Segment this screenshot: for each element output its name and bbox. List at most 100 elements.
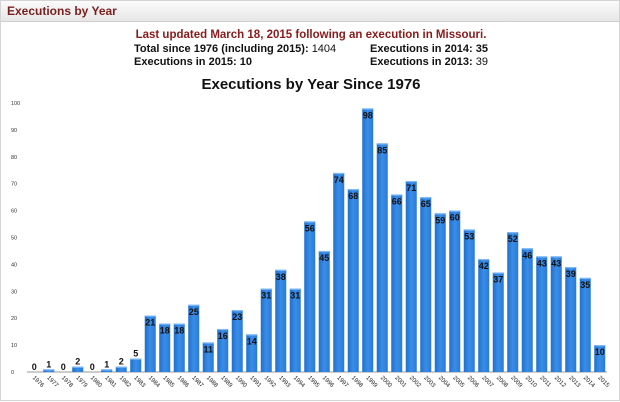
x-tick-label: 2004 — [437, 375, 451, 389]
data-label-2014: 35 — [580, 280, 590, 290]
x-tick-label: 1997 — [335, 375, 349, 389]
bar-highlight-1996 — [318, 250, 330, 253]
x-tick-label: 1989 — [219, 375, 233, 389]
data-label-1998: 68 — [348, 191, 358, 201]
data-label-2012: 43 — [551, 258, 561, 268]
y-tick-label: 0 — [11, 370, 14, 376]
panel-header: Executions by Year — [1, 1, 619, 22]
bar-highlight-1991 — [246, 334, 258, 336]
bar-highlight-2009 — [507, 232, 519, 234]
bar-1979 — [72, 366, 84, 372]
x-tick-label: 1976 — [31, 375, 45, 389]
y-tick-label: 100 — [11, 101, 20, 107]
x-tick-label: 1999 — [364, 375, 378, 389]
x-tick-label: 1985 — [161, 375, 175, 389]
bar-highlight-1999 — [362, 108, 374, 110]
stat-2014: Executions in 2014: 35 — [370, 43, 488, 55]
x-tick-label: 2006 — [466, 375, 480, 389]
data-label-1982: 2 — [119, 357, 124, 367]
x-tick-label: 1980 — [89, 375, 103, 389]
x-tick-label: 2005 — [451, 375, 465, 389]
data-label-1991: 14 — [247, 336, 257, 346]
bar-2011 — [536, 256, 548, 372]
bar-2001 — [391, 194, 403, 372]
x-tick-label: 2011 — [538, 375, 552, 389]
bar-highlight-2002 — [405, 181, 417, 183]
bar-highlight-1998 — [347, 189, 359, 191]
bar-highlight-1984 — [144, 315, 156, 317]
data-label-1996: 45 — [319, 253, 329, 263]
x-tick-label: 1977 — [45, 375, 59, 389]
data-label-2006: 53 — [464, 231, 474, 241]
bar-1985 — [159, 323, 171, 372]
stat-2013: Executions in 2013: 39 — [370, 56, 488, 68]
x-tick-label: 1993 — [277, 375, 291, 389]
x-tick-label: 1984 — [147, 375, 161, 389]
x-tick-label: 2008 — [495, 375, 509, 389]
bar-1981 — [101, 369, 113, 372]
bar-highlight-2004 — [434, 213, 446, 215]
bar-highlight-1995 — [304, 221, 316, 223]
stat-2013-label: Executions in 2013: — [370, 56, 473, 68]
bar-1998 — [347, 189, 359, 372]
stat-2015-value: 10 — [239, 56, 253, 68]
bar-highlight-1989 — [217, 328, 229, 331]
bar-highlight-1982 — [115, 366, 127, 368]
bar-highlight-2010 — [521, 248, 533, 250]
data-label-1992: 31 — [261, 291, 271, 301]
bar-1990 — [231, 310, 243, 372]
x-tick-label: 1988 — [205, 375, 219, 389]
x-tick-label: 2007 — [480, 375, 494, 389]
bar-highlight-2007 — [478, 259, 490, 261]
bar-highlight-1990 — [231, 310, 243, 312]
y-tick-label: 80 — [11, 155, 17, 161]
y-tick-label: 70 — [11, 182, 17, 188]
stat-2013-value: 39 — [475, 56, 489, 68]
data-label-2013: 39 — [566, 269, 576, 279]
bar-1984 — [144, 315, 156, 372]
panel-title: Executions by Year — [7, 4, 117, 18]
bar-highlight-1977 — [43, 369, 55, 371]
data-label-1979: 2 — [75, 357, 80, 367]
data-label-1988: 11 — [203, 344, 213, 354]
bar-2000 — [376, 143, 388, 372]
x-tick-label: 1992 — [263, 375, 277, 389]
total-value: 1404 — [311, 43, 337, 55]
data-label-2011: 43 — [537, 258, 547, 268]
data-label-2003: 65 — [421, 199, 431, 209]
stat-2015-label: Executions in 2015: — [134, 56, 237, 68]
bar-highlight-2000 — [376, 143, 388, 145]
bar-highlight-1987 — [188, 304, 200, 306]
bar-highlight-1994 — [289, 288, 301, 290]
bar-1983 — [130, 358, 142, 372]
data-label-2002: 71 — [406, 183, 416, 193]
bar-1989 — [217, 328, 229, 372]
x-tick-label: 1983 — [132, 375, 146, 389]
bar-2013 — [565, 267, 577, 372]
stat-2014-label: Executions in 2014: — [370, 43, 473, 55]
bar-2007 — [478, 259, 490, 372]
bar-highlight-2015 — [594, 345, 606, 347]
bar-2004 — [434, 213, 446, 372]
data-label-1990: 23 — [232, 312, 242, 322]
data-label-1995: 56 — [305, 223, 315, 233]
bar-highlight-2011 — [536, 256, 548, 258]
bar-1991 — [246, 334, 258, 372]
x-tick-label: 1979 — [74, 375, 88, 389]
x-tick-label: 2000 — [379, 375, 393, 389]
bar-1996 — [318, 250, 330, 372]
x-tick-label: 1995 — [306, 375, 320, 389]
bar-2014 — [579, 277, 591, 372]
data-label-2008: 37 — [493, 274, 503, 284]
y-tick-label: 50 — [11, 236, 17, 242]
bar-1982 — [115, 366, 127, 372]
data-label-2001: 66 — [392, 196, 402, 206]
bar-1993 — [275, 269, 287, 372]
x-tick-label: 2002 — [408, 375, 422, 389]
bar-1986 — [173, 323, 185, 372]
bar-highlight-1985 — [159, 323, 171, 325]
bar-2010 — [521, 248, 533, 372]
data-label-2005: 60 — [450, 213, 460, 223]
bar-2015 — [594, 345, 606, 372]
